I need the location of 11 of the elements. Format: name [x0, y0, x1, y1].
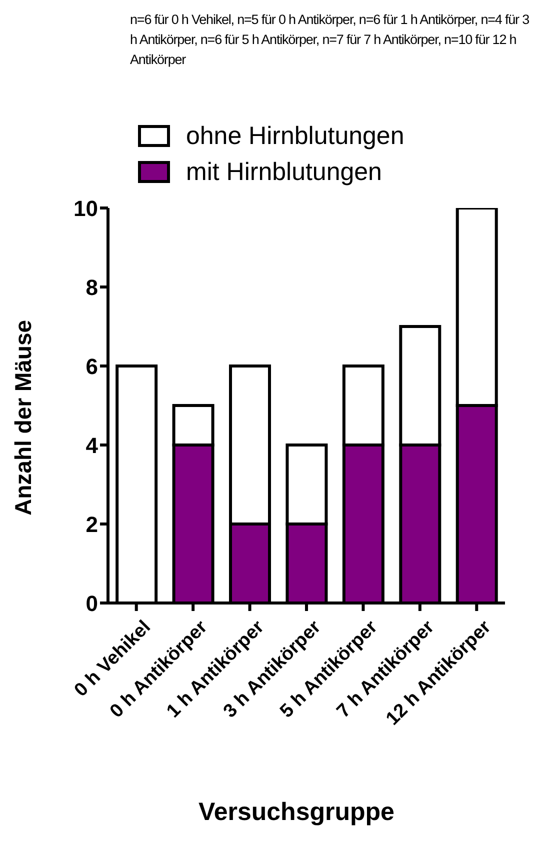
- y-tick-label: 6: [86, 354, 98, 379]
- y-tick-label: 8: [86, 274, 98, 300]
- y-tick-label: 0: [86, 590, 98, 616]
- x-axis-title: Versuchsgruppe: [198, 798, 396, 827]
- y-axis-title: Anzahl der Mäuse: [10, 320, 36, 516]
- chart-title: n=6 für 0 h Vehikel, n=5 für 0 h Antikörper, n=6 für 1 h Antikörper, n=4 für 3 h Antikörper, n=6 für 5 h Antikörper, n=7 für 7 h Antikörper, n=10 für 12 h Antikörper: [130, 11, 530, 69]
- legend-label: ohne Hirnblutungen: [186, 122, 404, 150]
- y-tick-label: 4: [86, 432, 99, 458]
- y-tick-label: 10: [74, 196, 98, 221]
- legend-label: mit Hirnblutungen: [186, 158, 382, 186]
- y-tick-label: 2: [86, 512, 98, 537]
